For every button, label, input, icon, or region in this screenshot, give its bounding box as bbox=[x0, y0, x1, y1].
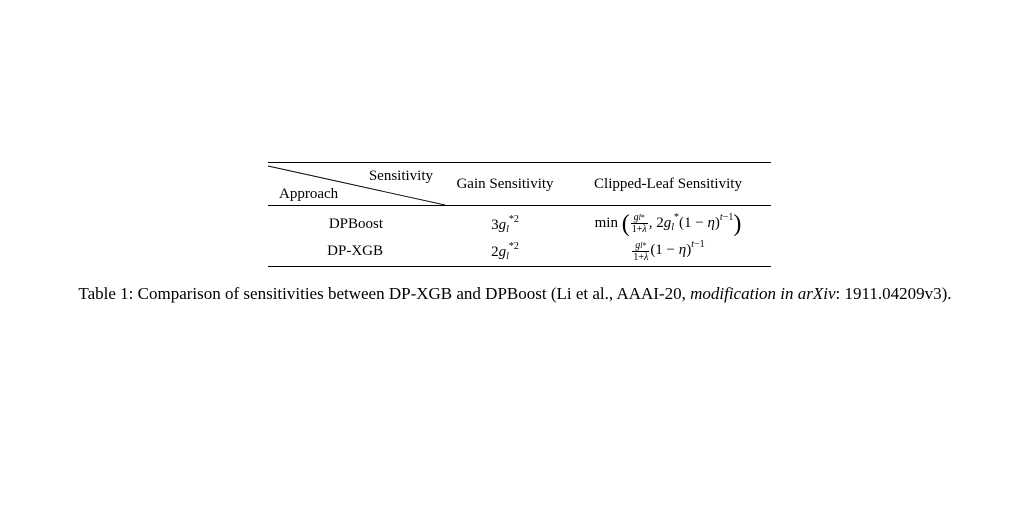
approach-cell: DP-XGB bbox=[327, 242, 383, 259]
diagonal-header-cell: Sensitivity Approach bbox=[268, 163, 445, 206]
header-approach: Approach bbox=[279, 186, 339, 202]
gain-formula: 2gl*2 bbox=[491, 240, 519, 262]
gain-cell: 2gl*2 bbox=[445, 238, 565, 267]
header-gain-sensitivity: Gain Sensitivity bbox=[456, 175, 554, 192]
caption-prefix: Table 1: Comparison of sensitivities bet… bbox=[78, 284, 691, 303]
header-sensitivity: Sensitivity bbox=[368, 168, 433, 184]
sensitivity-table: Sensitivity Approach Gain Sensitivity Cl… bbox=[268, 162, 771, 267]
clipped-formula: gl* 1+λ (1 − η)t−1 bbox=[632, 239, 705, 263]
clipped-cell: gl* 1+λ (1 − η)t−1 bbox=[565, 238, 771, 267]
caption-italic: modification in arXiv bbox=[690, 284, 836, 303]
table-row: DP-XGB 2gl*2 gl* 1+λ (1 − η)t−1 bbox=[268, 238, 771, 267]
sensitivity-table-container: Sensitivity Approach Gain Sensitivity Cl… bbox=[268, 162, 771, 267]
approach-cell: DPBoost bbox=[328, 215, 383, 232]
clipped-cell: min (gl* 1+λ, 2gl*(1 − η)t−1) bbox=[565, 206, 771, 239]
caption-suffix: : 1911.04209v3). bbox=[835, 284, 952, 303]
table-header-row: Sensitivity Approach Gain Sensitivity Cl… bbox=[268, 162, 771, 206]
gain-formula: 3gl*2 bbox=[491, 213, 519, 235]
table-caption: Table 1: Comparison of sensitivities bet… bbox=[0, 284, 1030, 304]
header-clipped-leaf-sensitivity: Clipped-Leaf Sensitivity bbox=[594, 175, 742, 192]
table-row: DPBoost 3gl*2 min (gl* 1+λ, 2gl*(1 − η)t−… bbox=[268, 205, 771, 239]
diagonal-line bbox=[268, 165, 445, 205]
gain-cell: 3gl*2 bbox=[445, 206, 565, 239]
clipped-formula: min (gl* 1+λ, 2gl*(1 − η)t−1) bbox=[594, 210, 742, 237]
